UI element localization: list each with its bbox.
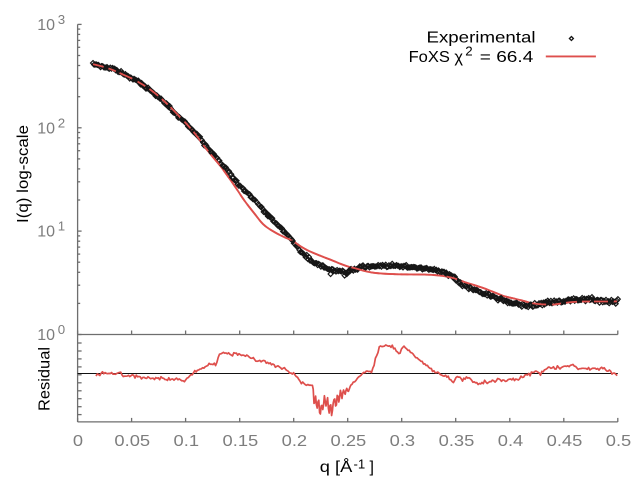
svg-text:10: 10 bbox=[37, 120, 55, 137]
svg-text:-1: -1 bbox=[354, 456, 366, 471]
svg-text:0.25: 0.25 bbox=[331, 433, 367, 450]
svg-text:0.45: 0.45 bbox=[547, 433, 583, 450]
svg-text:0.3: 0.3 bbox=[390, 433, 416, 450]
svg-text:10: 10 bbox=[37, 327, 55, 344]
svg-text:10: 10 bbox=[37, 17, 55, 34]
svg-text:1: 1 bbox=[58, 219, 65, 234]
svg-text:2: 2 bbox=[465, 44, 472, 59]
svg-text:Experimental: Experimental bbox=[427, 30, 536, 47]
svg-text:0.4: 0.4 bbox=[498, 433, 524, 450]
svg-text:0.35: 0.35 bbox=[439, 433, 475, 450]
svg-text:FoXS χ: FoXS χ bbox=[409, 49, 464, 66]
svg-text:0: 0 bbox=[58, 322, 65, 337]
svg-text:]: ] bbox=[370, 459, 374, 476]
svg-text:0.5: 0.5 bbox=[606, 433, 632, 450]
svg-text:0.15: 0.15 bbox=[223, 433, 259, 450]
svg-text:0.1: 0.1 bbox=[174, 433, 200, 450]
svg-text:I(q) log-scale: I(q) log-scale bbox=[15, 125, 32, 223]
svg-text:0.2: 0.2 bbox=[282, 433, 308, 450]
svg-text:2: 2 bbox=[58, 115, 65, 130]
svg-text:0: 0 bbox=[73, 433, 83, 450]
svg-text:0.05: 0.05 bbox=[114, 433, 150, 450]
svg-text:10: 10 bbox=[37, 224, 55, 241]
svg-text:Residual: Residual bbox=[37, 347, 54, 411]
svg-text:= 66.4: = 66.4 bbox=[480, 49, 534, 66]
svg-text:3: 3 bbox=[58, 12, 65, 27]
svg-text:q [Å: q [Å bbox=[320, 457, 353, 476]
